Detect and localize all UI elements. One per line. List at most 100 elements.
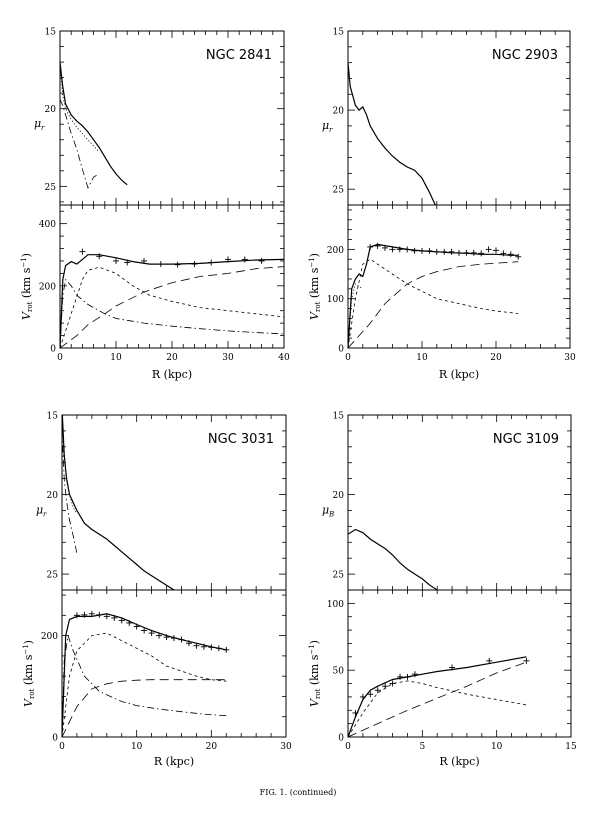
data-point bbox=[215, 645, 222, 652]
data-point bbox=[352, 709, 359, 716]
x-tick-label: 30 bbox=[222, 353, 234, 363]
panel-frame bbox=[61, 414, 287, 738]
data-point bbox=[141, 257, 147, 264]
data-point bbox=[113, 257, 119, 264]
y-axis-label: μ bbox=[322, 503, 329, 516]
data-point bbox=[223, 646, 230, 653]
y-tick-label: 25 bbox=[333, 571, 345, 581]
rotation-curve-dashed bbox=[62, 632, 227, 737]
data-point bbox=[96, 253, 103, 260]
data-point bbox=[456, 249, 462, 256]
y-tick-label: 0 bbox=[338, 734, 344, 744]
data-point bbox=[404, 246, 411, 253]
y-tick-label: 0 bbox=[338, 345, 344, 355]
panel-title: NGC 3031 bbox=[208, 432, 274, 447]
data-point bbox=[523, 657, 530, 664]
y-axis-label-group: Vrot (km s−1) bbox=[308, 640, 322, 707]
panel-3: NGC 3031 15 20 25 μ r 0 200 0 10 20 30 R (kpc) Vrot (… bbox=[22, 412, 292, 769]
data-point bbox=[470, 249, 477, 256]
data-point bbox=[103, 613, 110, 620]
y-tick-label: 100 bbox=[327, 600, 344, 610]
data-point bbox=[485, 246, 492, 253]
x-tick-label: 5 bbox=[419, 742, 425, 752]
panel-2: NGC 2903 15 20 25 μ r 0 100 200 0 10 20 30 R (kpc) Vro… bbox=[308, 28, 576, 382]
data-point bbox=[374, 242, 381, 249]
x-tick-label: 0 bbox=[57, 353, 63, 363]
x-axis-label: R (kpc) bbox=[439, 755, 479, 768]
profile-curve-dashdot bbox=[62, 430, 78, 554]
data-point bbox=[404, 673, 411, 680]
rotation-curve-longdash bbox=[60, 266, 284, 348]
y-axis-label: μ bbox=[34, 117, 41, 130]
y-tick-label: 100 bbox=[327, 295, 344, 305]
data-point bbox=[73, 612, 80, 619]
profile-curve-solid bbox=[60, 62, 128, 186]
y-axis-label: μ bbox=[322, 119, 329, 132]
x-tick-label: 20 bbox=[206, 742, 218, 752]
y-tick-label: 15 bbox=[45, 28, 57, 38]
data-point bbox=[411, 671, 418, 678]
x-tick-label: 20 bbox=[166, 353, 178, 363]
panel-frame bbox=[347, 414, 572, 738]
x-axis-label: R (kpc) bbox=[439, 368, 479, 381]
data-point bbox=[486, 657, 493, 664]
panel-title: NGC 2841 bbox=[206, 48, 272, 63]
data-point bbox=[449, 664, 456, 671]
x-tick-label: 30 bbox=[280, 742, 292, 752]
data-point bbox=[133, 623, 140, 630]
y-tick-label: 15 bbox=[333, 28, 345, 38]
panel-1: NGC 2841 15 20 25 μ r 0 200 400 0 10 20 30 40 R (kpc) V… bbox=[20, 28, 290, 382]
y-tick-label: 200 bbox=[39, 282, 56, 292]
panel-title: NGC 2903 bbox=[492, 48, 558, 63]
y-tick-label: 20 bbox=[45, 105, 57, 115]
data-point bbox=[157, 261, 164, 268]
data-point bbox=[367, 243, 374, 250]
y-tick-label: 15 bbox=[47, 412, 59, 422]
data-point bbox=[426, 247, 433, 254]
panel-4: NGC 3109 15 20 25 μ B 0 50 100 0 5 10 15 R (kpc) Vrot … bbox=[308, 412, 577, 769]
data-point bbox=[156, 632, 163, 639]
profile-curve-solid bbox=[348, 62, 436, 205]
rotation-curve-dashdot bbox=[60, 278, 284, 348]
y-axis-label-sub: r bbox=[43, 510, 47, 518]
panel-title: NGC 3109 bbox=[493, 432, 559, 447]
data-point bbox=[96, 611, 103, 618]
data-point bbox=[208, 259, 215, 266]
data-point bbox=[241, 256, 248, 263]
y-axis-label-sub: r bbox=[41, 124, 45, 132]
data-point bbox=[225, 256, 231, 263]
data-point bbox=[500, 250, 507, 257]
data-point bbox=[118, 617, 125, 624]
data-point bbox=[382, 683, 389, 690]
profile-curve-dotted bbox=[60, 65, 100, 153]
y-axis-label: μ bbox=[36, 503, 43, 516]
y-axis-label-group: Vrot (km s−1) bbox=[22, 640, 36, 707]
rotation-curve-longdash bbox=[62, 679, 227, 737]
profile-curve-dashdot bbox=[60, 99, 100, 189]
y-tick-label: 20 bbox=[333, 491, 345, 501]
y-tick-label: 200 bbox=[327, 246, 344, 256]
profile-curve-solid bbox=[62, 415, 175, 590]
panel-frame bbox=[59, 30, 285, 349]
profile-curve-dotted bbox=[62, 422, 78, 514]
x-tick-label: 10 bbox=[491, 742, 503, 752]
data-point bbox=[493, 247, 499, 254]
data-point bbox=[79, 248, 86, 255]
data-point bbox=[389, 680, 396, 687]
data-point bbox=[174, 261, 181, 268]
data-point bbox=[515, 253, 522, 260]
data-point bbox=[396, 246, 403, 253]
y-tick-label: 25 bbox=[47, 571, 59, 581]
y-tick-label: 20 bbox=[333, 107, 345, 117]
data-point bbox=[374, 687, 381, 694]
data-point bbox=[389, 246, 396, 253]
data-point bbox=[359, 693, 366, 700]
y-tick-label: 400 bbox=[39, 220, 56, 230]
data-point bbox=[258, 257, 265, 264]
y-axis-label-sub: r bbox=[329, 126, 333, 134]
y-tick-label: 25 bbox=[333, 186, 345, 196]
data-point bbox=[88, 610, 95, 617]
y-axis-label: Vrot (km s−1) bbox=[22, 640, 36, 707]
data-point bbox=[448, 248, 455, 255]
